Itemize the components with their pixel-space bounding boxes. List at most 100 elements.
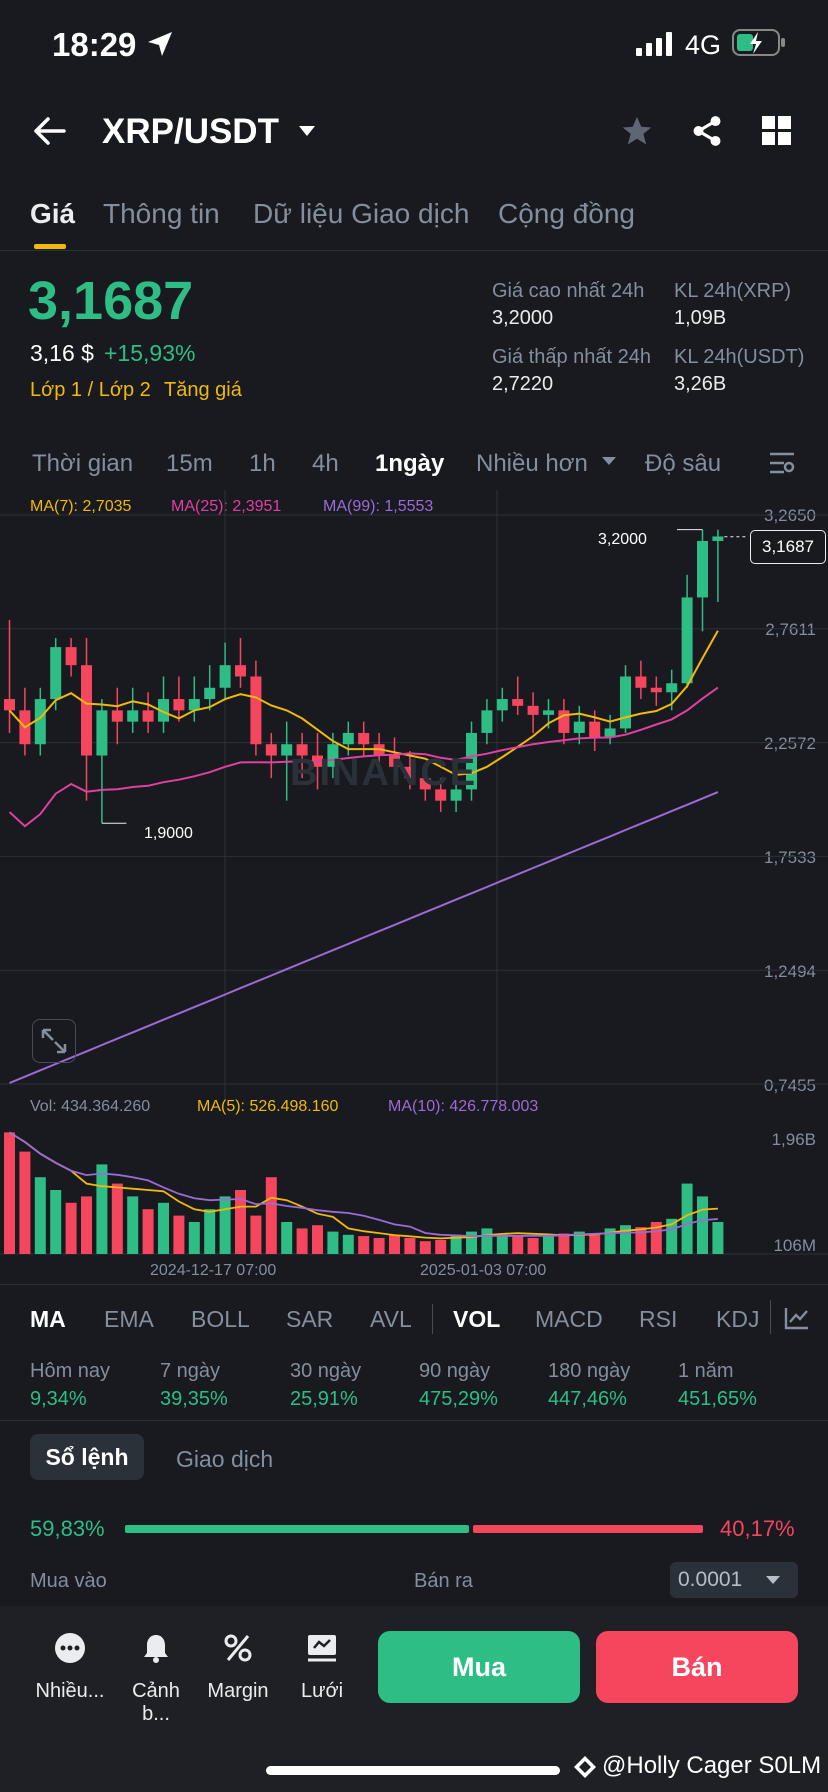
volume-bar <box>127 1196 139 1254</box>
indicator-vol[interactable]: VOL <box>453 1306 501 1332</box>
tab-orderbook[interactable]: Sổ lệnh <box>30 1434 144 1480</box>
pair-title[interactable]: XRP/USDT <box>102 112 279 151</box>
candle <box>4 699 15 711</box>
volume-bar <box>666 1218 678 1254</box>
perf-label: 7 ngày <box>160 1360 221 1382</box>
indicator-ema[interactable]: EMA <box>104 1306 154 1332</box>
grid-button[interactable]: Lưới <box>282 1630 362 1710</box>
volume-axis-label: 1,96B <box>771 1130 816 1149</box>
candle <box>50 647 62 700</box>
grid-menu-icon[interactable] <box>762 116 792 146</box>
candle <box>96 710 108 756</box>
candle <box>712 536 724 541</box>
usd-price: 3,16 $ <box>30 340 94 366</box>
indicator-kdj[interactable]: KDJ <box>716 1306 760 1332</box>
vol-usdt-label: KL 24h(USDT) <box>674 346 805 368</box>
candle <box>481 710 493 733</box>
volume-bar <box>419 1241 431 1254</box>
margin-button[interactable]: Margin <box>198 1630 278 1710</box>
volume-bar <box>142 1209 154 1254</box>
tf-depth[interactable]: Độ sâu <box>645 450 722 477</box>
candle <box>681 597 693 684</box>
tab-info[interactable]: Thông tin <box>103 198 220 229</box>
price-axis-label: 0,7455 <box>764 1076 816 1095</box>
precision-select[interactable]: 0.0001 <box>670 1562 798 1598</box>
perf-value: 25,91% <box>290 1388 358 1410</box>
divider <box>0 250 828 251</box>
buy-button[interactable]: Mua <box>378 1631 580 1703</box>
price-axis-label: 1,2494 <box>764 962 816 981</box>
volume-bar <box>573 1231 585 1254</box>
price-axis-label: 2,7611 <box>765 620 816 639</box>
sell-button[interactable]: Bán <box>596 1631 798 1703</box>
tab-trading-data[interactable]: Dữ liệu Giao dịch <box>253 198 470 229</box>
perf-label: Hôm nay <box>30 1360 111 1382</box>
indicator-boll[interactable]: BOLL <box>191 1306 250 1332</box>
alert-button[interactable]: Cảnh b... <box>114 1630 198 1725</box>
indicator-settings-icon[interactable] <box>784 1306 810 1330</box>
caret-down-icon <box>602 457 616 465</box>
grid-bot-icon <box>308 1635 336 1662</box>
tf-15m[interactable]: 15m <box>166 450 213 477</box>
sell-column-label: Bán ra <box>414 1570 473 1592</box>
candlestick-chart[interactable] <box>0 490 828 1100</box>
candle <box>543 710 554 715</box>
perf-value: 451,65% <box>678 1388 757 1410</box>
tf-1day[interactable]: 1ngày <box>375 450 445 477</box>
tf-more[interactable]: Nhiều hơn <box>476 450 588 477</box>
candle <box>389 755 400 767</box>
volume-bar <box>589 1234 601 1254</box>
ma99-line <box>9 791 719 1084</box>
indicator-sar[interactable]: SAR <box>286 1306 334 1332</box>
tf-time[interactable]: Thời gian <box>32 450 134 477</box>
volume-bar <box>450 1234 462 1254</box>
tab-trades[interactable]: Giao dịch <box>176 1446 274 1472</box>
star-icon[interactable] <box>620 114 654 148</box>
tag-gainer[interactable]: Tăng giá <box>164 379 242 401</box>
low-label: Giá thấp nhất 24h <box>492 346 652 368</box>
perf-value: 447,46% <box>548 1388 627 1410</box>
indicator-rsi[interactable]: RSI <box>639 1306 678 1332</box>
volume-bar <box>697 1196 708 1254</box>
volume-bar <box>342 1234 354 1254</box>
volume-bar <box>158 1202 169 1254</box>
back-arrow-icon[interactable] <box>32 116 66 146</box>
candle <box>250 676 262 745</box>
more-button[interactable]: Nhiều... <box>28 1630 112 1710</box>
more-label: Nhiều... <box>35 1680 105 1702</box>
tab-community[interactable]: Cộng đồng <box>498 198 636 229</box>
date-label: 2025-01-03 07:00 <box>420 1262 547 1279</box>
ma7-legend: MA(7): 2,7035 <box>30 498 132 515</box>
candle <box>235 665 246 677</box>
fullscreen-button[interactable] <box>32 1019 76 1063</box>
candle <box>666 683 678 693</box>
indicator-ma[interactable]: MA <box>30 1306 66 1332</box>
indicator-macd[interactable]: MACD <box>535 1306 603 1332</box>
tag-layer[interactable]: Lớp 1 / Lớp 2 <box>30 379 151 401</box>
share-icon[interactable] <box>690 114 724 148</box>
ma7-line <box>8 630 719 776</box>
volume-bar <box>296 1228 308 1254</box>
buy-sell-ratio-bar <box>125 1525 703 1533</box>
volume-bar <box>620 1225 631 1254</box>
chart-settings-icon[interactable] <box>768 450 796 476</box>
margin-label: Margin <box>207 1680 269 1702</box>
volume-axis-label: 106M <box>773 1236 816 1255</box>
indicator-separator <box>432 1304 433 1334</box>
tf-1h[interactable]: 1h <box>249 450 276 477</box>
tab-price[interactable]: Giá <box>30 198 76 229</box>
price-change: +15,93% <box>104 340 196 366</box>
candle <box>527 705 539 715</box>
perf-label: 1 năm <box>678 1360 734 1382</box>
candle <box>466 732 477 790</box>
tf-4h[interactable]: 4h <box>312 450 339 477</box>
indicator-avl[interactable]: AVL <box>370 1306 412 1332</box>
percent-icon <box>224 1634 252 1662</box>
high-label: Giá cao nhất 24h <box>492 280 645 302</box>
status-bar: 18:29 4G <box>0 0 828 90</box>
volume-bar <box>435 1239 447 1254</box>
perf-label: 90 ngày <box>419 1360 491 1382</box>
low-value: 2,7220 <box>492 373 554 395</box>
chevron-down-icon[interactable] <box>298 124 316 138</box>
grid-label: Lưới <box>300 1680 344 1702</box>
